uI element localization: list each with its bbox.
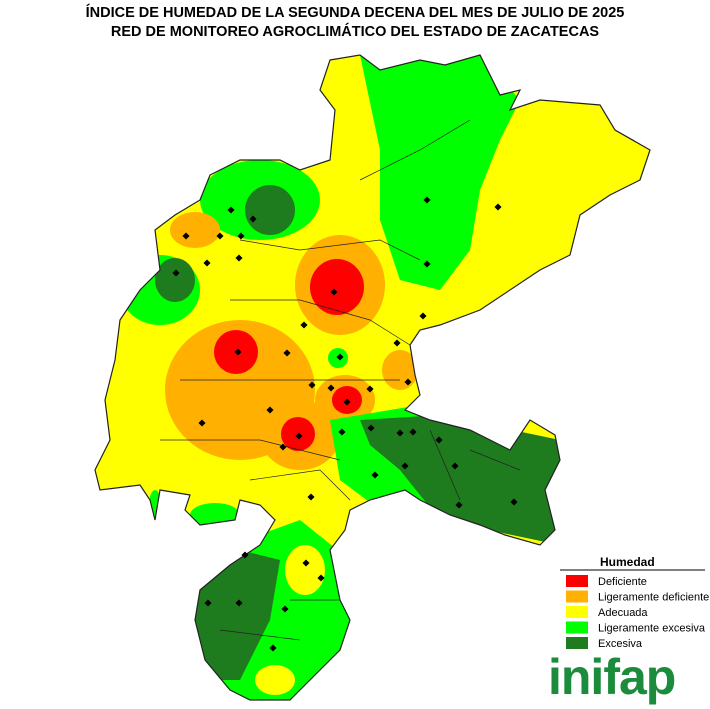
legend-swatch bbox=[566, 637, 588, 649]
legend-swatch bbox=[566, 575, 588, 587]
station bbox=[216, 232, 224, 240]
station bbox=[172, 269, 180, 277]
station bbox=[204, 599, 212, 607]
station bbox=[266, 406, 274, 414]
legend-title: Humedad bbox=[600, 555, 655, 569]
station bbox=[227, 206, 235, 214]
station bbox=[510, 498, 518, 506]
legend-label: Deficiente bbox=[598, 576, 647, 588]
legend-label: Excesiva bbox=[598, 638, 643, 650]
station bbox=[343, 398, 351, 406]
station bbox=[281, 605, 289, 613]
station bbox=[182, 232, 190, 240]
station bbox=[423, 196, 431, 204]
title-line: ÍNDICE DE HUMEDAD DE LA SEGUNDA DECENA D… bbox=[86, 4, 625, 21]
station bbox=[327, 384, 335, 392]
logo: inifap bbox=[548, 649, 675, 705]
station bbox=[367, 424, 375, 432]
station bbox=[404, 378, 412, 386]
zone bbox=[382, 350, 418, 390]
zone bbox=[155, 258, 195, 302]
station bbox=[494, 203, 502, 211]
station bbox=[371, 471, 379, 479]
station bbox=[283, 349, 291, 357]
station bbox=[237, 232, 245, 240]
legend-swatch bbox=[566, 606, 588, 618]
station bbox=[235, 599, 243, 607]
legend: Deficiente Ligeramente deficiente Adecuada… bbox=[566, 575, 709, 650]
zone bbox=[360, 55, 520, 290]
station bbox=[203, 259, 211, 267]
station bbox=[455, 501, 463, 509]
legend-label: Ligeramente excesiva bbox=[598, 622, 706, 634]
station bbox=[409, 428, 417, 436]
municipal-borders bbox=[94, 54, 651, 701]
station bbox=[308, 381, 316, 389]
legend-label: Adecuada bbox=[598, 607, 648, 619]
station bbox=[330, 288, 338, 296]
station bbox=[336, 353, 344, 361]
station bbox=[393, 339, 401, 347]
station bbox=[338, 428, 346, 436]
station bbox=[435, 436, 443, 444]
station bbox=[241, 551, 249, 559]
station bbox=[396, 429, 404, 437]
stations bbox=[172, 196, 518, 652]
title-line: RED DE MONITOREO AGROCLIMÁTICO DEL ESTAD… bbox=[111, 23, 600, 40]
station bbox=[307, 493, 315, 501]
station bbox=[295, 432, 303, 440]
legend-swatch bbox=[566, 621, 588, 634]
station bbox=[300, 321, 308, 329]
station bbox=[269, 644, 277, 652]
station bbox=[198, 419, 206, 427]
station bbox=[234, 348, 242, 356]
station bbox=[302, 559, 310, 567]
zone bbox=[255, 665, 295, 695]
station bbox=[317, 574, 325, 582]
station bbox=[279, 443, 287, 451]
station bbox=[419, 312, 427, 320]
legend-swatch bbox=[566, 590, 588, 603]
station bbox=[423, 260, 431, 268]
station bbox=[235, 254, 243, 262]
zone bbox=[310, 259, 364, 315]
zone bbox=[170, 212, 220, 248]
legend-label: Ligeramente deficiente bbox=[598, 591, 709, 603]
zone bbox=[245, 185, 295, 235]
zone bbox=[190, 550, 280, 680]
station bbox=[366, 385, 374, 393]
station bbox=[249, 215, 257, 223]
zone bbox=[285, 545, 325, 595]
station bbox=[401, 462, 409, 470]
station bbox=[451, 462, 459, 470]
